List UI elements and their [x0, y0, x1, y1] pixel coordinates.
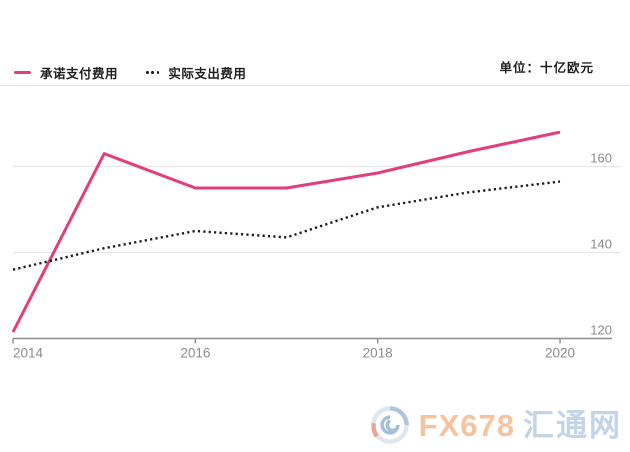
unit-label: 单位：十亿欧元 [499, 61, 594, 75]
legend-actual-label: 实际支出费用 [168, 67, 247, 81]
legend-item-committed: 承诺支付费用 [14, 63, 118, 82]
x-tick-label-2014: 2014 [13, 346, 44, 361]
x-tick-label-2018: 2018 [363, 346, 393, 361]
actual-expenditure-line [12, 180, 561, 271]
y-tick-label-120: 120 [590, 323, 612, 338]
committed-line-swatch-icon [14, 70, 31, 75]
watermark-brand-cn: 汇通网 [523, 407, 622, 443]
y-tick-label-140: 140 [590, 237, 612, 252]
watermark: FX678 汇通网 [369, 404, 622, 446]
fx678-logo-icon [370, 406, 409, 444]
x-tick-label-2020: 2020 [545, 346, 575, 361]
y-tick-label-160: 160 [590, 151, 612, 166]
chart-header: 承诺支付费用 实际支出费用 单位：十亿欧元 [0, 0, 630, 86]
dotted-line-swatch-icon [146, 71, 160, 74]
legend: 承诺支付费用 实际支出费用 [14, 63, 246, 82]
watermark-brand: FX678 [418, 407, 515, 443]
legend-item-actual: 实际支出费用 [146, 63, 246, 82]
legend-committed-label: 承诺支付费用 [40, 67, 119, 81]
committed-payments-line [11, 130, 561, 333]
x-tick-label-2016: 2016 [180, 346, 210, 361]
